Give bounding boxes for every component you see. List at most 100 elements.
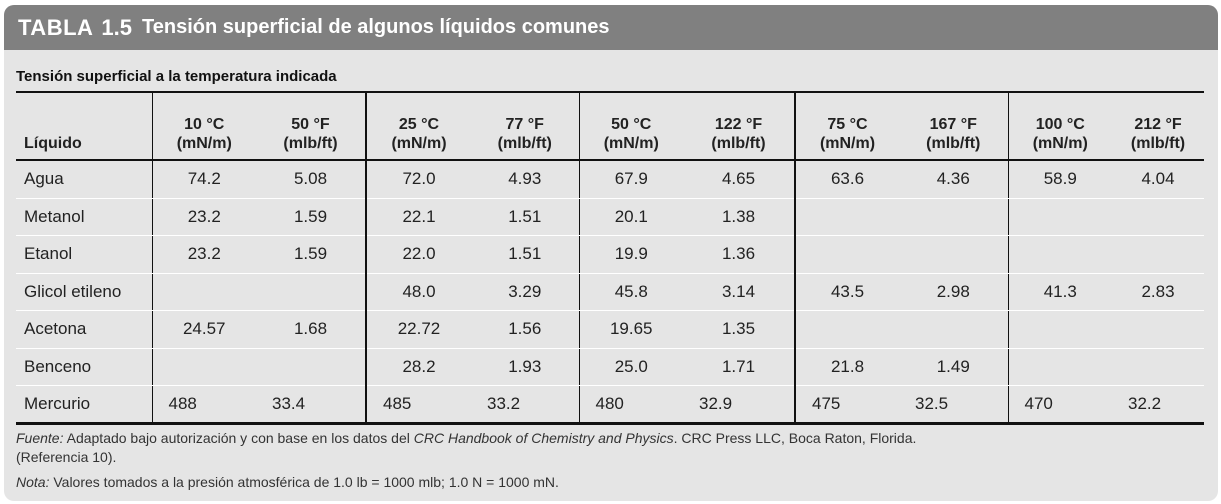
table-cell: 1.93 <box>471 348 579 386</box>
table-cell: 4.36 <box>899 160 1008 199</box>
table-frame: TABLA 1.5 Tensión superficial de algunos… <box>4 5 1218 501</box>
source-publisher: . CRC Press LLC, Boca Raton, Florida. <box>673 430 917 446</box>
note-text: Valores tomados a la presión atmosférica… <box>49 474 559 490</box>
table-notes: Fuente: Adaptado bajo autorización y con… <box>16 429 1204 492</box>
table-cell: 1.59 <box>256 235 366 274</box>
table-cell: 22.1 <box>365 198 471 236</box>
table-row: Metanol 23.2 1.59 22.1 1.51 20.1 1.38 <box>16 198 1204 236</box>
table-cell: 19.9 <box>578 235 683 274</box>
table-cell: 4.04 <box>1112 160 1204 199</box>
table-cell: 4.65 <box>683 160 795 199</box>
liquid-name: Acetona <box>16 310 152 349</box>
table-cell: 1.68 <box>256 310 366 349</box>
table-cell: 480 <box>578 385 683 425</box>
table-cell: 21.8 <box>794 348 899 386</box>
table-cell <box>794 198 899 236</box>
table-cell: 32.2 <box>1112 385 1204 425</box>
table-cell: 32.9 <box>683 385 795 425</box>
pressure-note: Nota: Valores tomados a la presión atmos… <box>16 473 1204 492</box>
column-header: 167 °F (mlb/ft) <box>899 93 1008 161</box>
table-cell: 25.0 <box>578 348 683 386</box>
source-book: CRC Handbook of Chemistry and Physics <box>413 430 674 446</box>
table-cell: 2.98 <box>899 273 1008 311</box>
table-cell: 32.5 <box>899 385 1008 425</box>
table-cell: 20.1 <box>578 198 683 236</box>
table-cell <box>256 273 366 311</box>
table-cell: 1.51 <box>471 198 579 236</box>
table-cell <box>151 348 256 386</box>
source-text: Adaptado bajo autorización y con base en… <box>63 430 414 446</box>
table-cell: 1.36 <box>683 235 795 274</box>
table-row: Etanol 23.2 1.59 22.0 1.51 19.9 1.36 <box>16 235 1204 274</box>
table-cell <box>1007 198 1112 236</box>
table-title: Tensión superficial de algunos líquidos … <box>142 16 610 38</box>
table-cell: 45.8 <box>578 273 683 311</box>
header-row: Líquido 10 °C (mN/m) 50 °F (mlb/ft) 25 °C(… <box>16 93 1204 161</box>
table-cell: 74.2 <box>151 160 256 199</box>
table-cell: 58.9 <box>1007 160 1112 199</box>
table-cell <box>1112 310 1204 349</box>
column-header: 77 °F (mlb/ft) <box>471 93 579 161</box>
liquid-name: Agua <box>16 160 152 199</box>
table-cell: 1.51 <box>471 235 579 274</box>
table-cell <box>1007 310 1112 349</box>
table-cell: 1.56 <box>471 310 579 349</box>
table-cell: 470 <box>1007 385 1112 425</box>
table-cell: 23.2 <box>151 198 256 236</box>
table-panel: Tensión superficial a la temperatura ind… <box>12 55 1214 497</box>
table-cell <box>1112 198 1204 236</box>
liquid-column-header: Líquido <box>16 93 152 161</box>
table-cell: 24.57 <box>151 310 256 349</box>
table-number: 1.5 <box>101 14 133 40</box>
table-cell: 5.08 <box>256 160 366 199</box>
table-cell <box>1112 348 1204 386</box>
table-cell: 485 <box>365 385 471 425</box>
surface-tension-table: Líquido 10 °C (mN/m) 50 °F (mlb/ft) 25 °C(… <box>16 93 1204 425</box>
table-row: Acetona 24.57 1.68 22.72 1.56 19.65 1.35 <box>16 310 1204 349</box>
column-header: 100 °C (mN/m) <box>1007 93 1112 161</box>
table-cell: 48.0 <box>365 273 471 311</box>
table-cell: 43.5 <box>794 273 899 311</box>
liquid-name: Benceno <box>16 348 152 386</box>
column-header: 10 °C (mN/m) <box>151 93 256 161</box>
table-cell: 19.65 <box>578 310 683 349</box>
table-cell: 41.3 <box>1007 273 1112 311</box>
table-cell <box>899 235 1008 274</box>
table-cell: 1.35 <box>683 310 795 349</box>
table-cell <box>151 273 256 311</box>
table-cell <box>794 235 899 274</box>
table-cell: 475 <box>794 385 899 425</box>
table-cell <box>899 310 1008 349</box>
table-cell <box>1112 235 1204 274</box>
table-row: Benceno 28.2 1.93 25.0 1.71 21.8 1.49 <box>16 348 1204 386</box>
source-label: Fuente: <box>16 430 64 446</box>
table-cell: 63.6 <box>794 160 899 199</box>
table-cell: 28.2 <box>365 348 471 386</box>
table-cell: 33.4 <box>256 385 366 425</box>
note-label: Nota: <box>16 474 50 490</box>
liquid-name: Mercurio <box>16 385 152 425</box>
table-cell: 22.72 <box>365 310 471 349</box>
table-cell <box>794 310 899 349</box>
table-cell: 23.2 <box>151 235 256 274</box>
table-cell <box>256 348 366 386</box>
column-header: 25 °C (mN/m) <box>365 93 471 161</box>
column-header: 212 °F (mlb/ft) <box>1112 93 1204 161</box>
column-header: 75 °C (mN/m) <box>794 93 899 161</box>
table-cell: 1.38 <box>683 198 795 236</box>
column-header: 122 °F (mlb/ft) <box>683 93 795 161</box>
column-header: 50 °C (mN/m) <box>578 93 683 161</box>
table-cell <box>1007 235 1112 274</box>
table-cell <box>1007 348 1112 386</box>
table-cell: 1.71 <box>683 348 795 386</box>
table-cell: 22.0 <box>365 235 471 274</box>
table-cell: 3.29 <box>471 273 579 311</box>
liquid-name: Etanol <box>16 235 152 274</box>
table-cell: 33.2 <box>471 385 579 425</box>
table-row: Mercurio 488 33.4 485 33.2 480 32.9 475 … <box>16 385 1204 425</box>
table-subtitle: Tensión superficial a la temperatura ind… <box>16 68 337 85</box>
table-cell: 488 <box>151 385 256 425</box>
table-cell: 67.9 <box>578 160 683 199</box>
table-cell: 4.93 <box>471 160 579 199</box>
table-cell <box>899 198 1008 236</box>
